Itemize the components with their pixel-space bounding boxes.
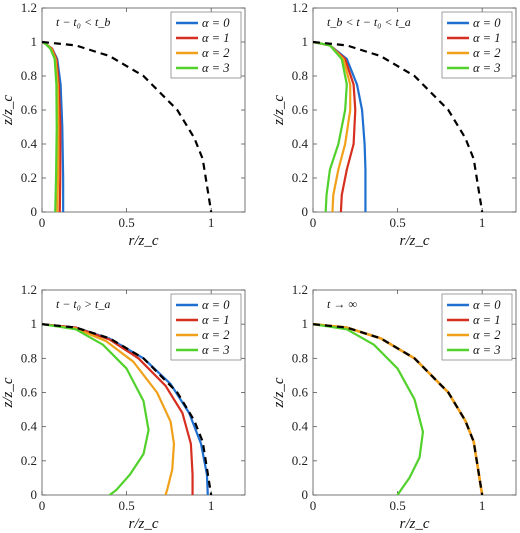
x-tick-label: 1 — [208, 215, 215, 230]
x-axis-label: r/z_c — [400, 233, 430, 249]
plot-area — [42, 323, 213, 495]
x-tick-label: 0 — [310, 215, 317, 230]
panel-annotation: t → ∞ — [327, 297, 357, 311]
y-tick-label: 0.2 — [292, 170, 308, 185]
y-tick-label: 0.4 — [292, 419, 309, 434]
chart-panel-2: 0 0.5 1 0 0.2 0.4 0.6 0.8 1 1.2 r/z_c z/z_c t_b < t … — [271, 0, 517, 249]
series-line-alpha-3 — [42, 40, 58, 212]
y-axis-label: z/z_c — [0, 377, 16, 408]
legend: α = 0α = 1α = 2α = 3 — [170, 293, 242, 361]
x-tick-label: 0 — [39, 498, 46, 513]
reference-dashed-curve — [42, 323, 213, 495]
legend: α = 0α = 1α = 2α = 3 — [441, 293, 513, 361]
legend-label-alpha-2: α = 2 — [202, 328, 230, 342]
y-tick-label: 0.8 — [21, 68, 37, 83]
legend: α = 0α = 1α = 2α = 3 — [441, 11, 513, 79]
y-tick-label: 0.4 — [292, 136, 309, 151]
x-tick-label: 0.5 — [389, 498, 405, 513]
x-axis-label: r/z_c — [129, 516, 159, 532]
y-axis-label: z/z_c — [0, 95, 16, 126]
series-line-alpha-2 — [42, 323, 176, 495]
x-axis-label: r/z_c — [129, 233, 159, 249]
panel-annotation: t_b < t − t₀ < t_a — [327, 15, 411, 29]
legend-label-alpha-3: α = 3 — [473, 61, 501, 75]
legend-label-alpha-1: α = 1 — [202, 31, 230, 45]
series-line-alpha-1 — [42, 323, 194, 495]
chart-panel-3: 0 0.5 1 0 0.2 0.4 0.6 0.8 1 1.2 r/z_c z/z_c t − t₀ >… — [0, 282, 246, 532]
legend-label-alpha-2: α = 2 — [202, 46, 230, 60]
reference-dashed-curve — [313, 40, 484, 212]
y-axis-label: z/z_c — [271, 95, 287, 126]
legend-label-alpha-1: α = 1 — [202, 313, 230, 327]
x-tick-label: 1 — [208, 498, 215, 513]
chart-panel-1: 0 0.5 1 0 0.2 0.4 0.6 0.8 1 1.2 r/z_c z/z_c t − t₀ <… — [0, 0, 246, 249]
y-tick-label: 0 — [302, 204, 309, 219]
y-tick-label: 1.2 — [21, 0, 37, 15]
plot-area — [313, 40, 484, 212]
series-line-alpha-2 — [313, 40, 352, 212]
legend-label-alpha-1: α = 1 — [473, 31, 501, 45]
y-tick-label: 0.8 — [292, 350, 308, 365]
y-tick-label: 1.2 — [21, 282, 37, 297]
y-tick-label: 0.6 — [292, 102, 309, 117]
series-line-alpha-3 — [42, 323, 150, 495]
series-line-alpha-0 — [313, 40, 367, 212]
y-tick-label: 0.6 — [292, 385, 309, 400]
y-tick-label: 0.2 — [292, 453, 308, 468]
series-line-alpha-3 — [313, 323, 425, 495]
legend-label-alpha-2: α = 2 — [473, 46, 501, 60]
y-tick-label: 1 — [31, 316, 38, 331]
y-tick-label: 1 — [31, 34, 38, 49]
x-tick-label: 0.5 — [118, 215, 134, 230]
y-tick-label: 0.8 — [21, 350, 37, 365]
legend-label-alpha-2: α = 2 — [473, 328, 501, 342]
x-tick-label: 0 — [39, 215, 46, 230]
x-axis-label: r/z_c — [400, 516, 430, 532]
legend-label-alpha-3: α = 3 — [202, 61, 230, 75]
plot-area — [42, 40, 213, 212]
y-tick-label: 1 — [302, 34, 309, 49]
panel-annotation: t − t₀ > t_a — [56, 297, 110, 311]
legend-label-alpha-1: α = 1 — [473, 313, 501, 327]
legend-label-alpha-0: α = 0 — [473, 16, 501, 30]
legend-label-alpha-3: α = 3 — [202, 343, 230, 357]
chart-panel-4: 0 0.5 1 0 0.2 0.4 0.6 0.8 1 1.2 r/z_c z/z_c t → ∞ α =… — [271, 282, 517, 532]
y-axis-label: z/z_c — [271, 377, 287, 408]
y-tick-label: 0 — [302, 487, 309, 502]
x-tick-label: 0.5 — [389, 215, 405, 230]
x-tick-label: 1 — [479, 498, 486, 513]
legend-label-alpha-3: α = 3 — [473, 343, 501, 357]
legend-label-alpha-0: α = 0 — [202, 16, 230, 30]
reference-dashed-curve — [42, 40, 213, 212]
y-tick-label: 0 — [31, 204, 38, 219]
reference-dashed-curve — [313, 323, 484, 495]
y-tick-label: 1 — [302, 316, 309, 331]
panel-annotation: t − t₀ < t_b — [56, 15, 110, 29]
plot-area — [313, 322, 484, 495]
y-tick-label: 0.2 — [21, 170, 37, 185]
x-tick-label: 0.5 — [118, 498, 134, 513]
y-tick-label: 0.2 — [21, 453, 37, 468]
y-tick-label: 0.4 — [21, 419, 38, 434]
y-tick-label: 0.4 — [21, 136, 38, 151]
legend-label-alpha-0: α = 0 — [473, 298, 501, 312]
y-tick-label: 1.2 — [292, 282, 308, 297]
y-tick-label: 0.6 — [21, 385, 38, 400]
y-tick-label: 0.6 — [21, 102, 38, 117]
legend-label-alpha-0: α = 0 — [202, 298, 230, 312]
legend: α = 0α = 1α = 2α = 3 — [170, 11, 242, 79]
series-line-alpha-3 — [313, 40, 348, 212]
y-tick-label: 1.2 — [292, 0, 308, 15]
y-tick-label: 0.8 — [292, 68, 308, 83]
x-tick-label: 0 — [310, 498, 317, 513]
x-tick-label: 1 — [479, 215, 486, 230]
y-tick-label: 0 — [31, 487, 38, 502]
